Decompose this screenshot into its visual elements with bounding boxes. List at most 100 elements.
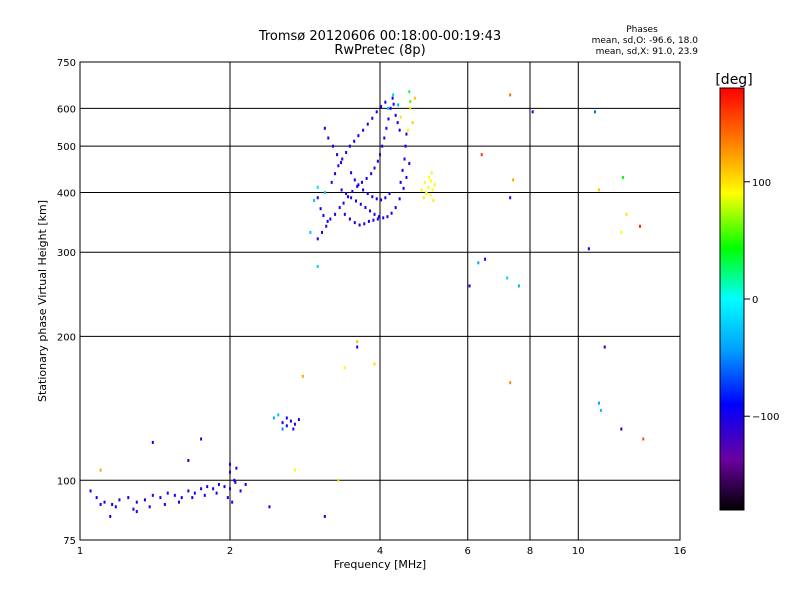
data-point	[326, 219, 329, 223]
data-point	[392, 102, 395, 106]
data-point	[135, 500, 138, 504]
data-point	[404, 144, 407, 148]
y-tick-label: 600	[57, 104, 76, 115]
data-point	[354, 199, 357, 203]
data-point	[394, 113, 397, 117]
data-point	[405, 175, 408, 179]
data-point	[357, 134, 360, 138]
x-axis: 1 2 4 6 8 10 16	[77, 546, 687, 557]
data-point	[468, 284, 471, 288]
y-tick-label: 75	[63, 536, 76, 547]
data-point	[193, 491, 196, 495]
data-point	[332, 144, 335, 148]
data-point	[375, 110, 378, 114]
data-point	[480, 153, 483, 157]
data-point	[342, 201, 345, 205]
data-point	[398, 128, 401, 132]
data-point	[337, 478, 340, 482]
data-point	[173, 493, 176, 497]
x-tick-label: 10	[572, 546, 585, 557]
colorbar	[719, 87, 745, 511]
data-point	[135, 510, 138, 514]
x-tick-label: 16	[674, 546, 687, 557]
data-point	[353, 139, 356, 143]
data-point	[387, 117, 390, 121]
data-point	[423, 180, 426, 184]
data-point	[366, 192, 369, 196]
data-point	[509, 196, 512, 200]
data-point	[384, 196, 387, 200]
colorbar-tick-label: 100	[752, 178, 771, 189]
data-point	[109, 514, 112, 518]
data-point	[323, 190, 326, 194]
data-point	[371, 195, 374, 199]
data-point	[364, 206, 367, 210]
data-point	[334, 212, 337, 216]
data-point	[191, 496, 194, 500]
data-point	[392, 93, 395, 97]
data-point	[384, 100, 387, 104]
data-point	[103, 500, 106, 504]
data-point	[316, 237, 319, 241]
data-point	[143, 498, 146, 502]
data-point	[409, 106, 412, 110]
data-point	[187, 458, 190, 462]
data-point	[321, 230, 324, 234]
x-tick-label: 8	[527, 546, 533, 557]
data-point	[148, 505, 151, 509]
data-point	[89, 489, 92, 493]
data-point	[285, 424, 288, 428]
data-point	[401, 168, 404, 172]
data-point	[373, 362, 376, 366]
data-point	[293, 422, 296, 426]
data-point	[187, 489, 190, 493]
data-point	[375, 197, 378, 201]
data-point	[422, 196, 425, 200]
data-point	[367, 219, 370, 223]
data-point	[293, 468, 296, 472]
data-point	[180, 496, 183, 500]
data-point	[353, 178, 356, 182]
data-point	[383, 136, 386, 140]
data-point	[642, 437, 645, 441]
data-point	[429, 179, 432, 183]
data-point	[329, 217, 332, 221]
data-point	[411, 121, 414, 125]
info-line-o: mean, sd,O: -96.6, 18.0	[592, 36, 699, 46]
data-point	[391, 96, 394, 100]
data-point	[386, 215, 389, 219]
data-point	[323, 126, 326, 130]
data-point	[357, 183, 360, 187]
data-point	[413, 96, 416, 100]
data-point	[380, 105, 383, 109]
data-point	[285, 416, 288, 420]
data-point	[226, 496, 229, 500]
data-point	[319, 207, 322, 211]
data-point	[385, 126, 388, 130]
data-point	[114, 505, 117, 509]
data-point	[322, 214, 325, 218]
data-point	[405, 132, 408, 136]
data-point	[358, 223, 361, 227]
data-point	[425, 192, 428, 196]
data-point	[389, 106, 392, 110]
data-point	[408, 90, 411, 94]
data-point	[388, 192, 391, 196]
data-point	[313, 198, 316, 202]
x-tick-label: 1	[77, 546, 83, 557]
grid-lines	[80, 62, 680, 540]
data-point	[620, 427, 623, 431]
chart-title: Tromsø 20120606 00:18:00-00:19:43	[258, 29, 501, 44]
data-point	[599, 408, 602, 412]
data-point	[346, 195, 349, 199]
data-point	[398, 197, 401, 201]
data-point	[316, 265, 319, 269]
data-point	[343, 212, 346, 216]
y-tick-label: 500	[57, 142, 76, 153]
data-point	[433, 183, 436, 187]
data-point	[231, 500, 234, 504]
data-point	[340, 188, 343, 192]
data-point	[376, 217, 379, 221]
data-point	[343, 366, 346, 370]
data-point	[316, 196, 319, 200]
